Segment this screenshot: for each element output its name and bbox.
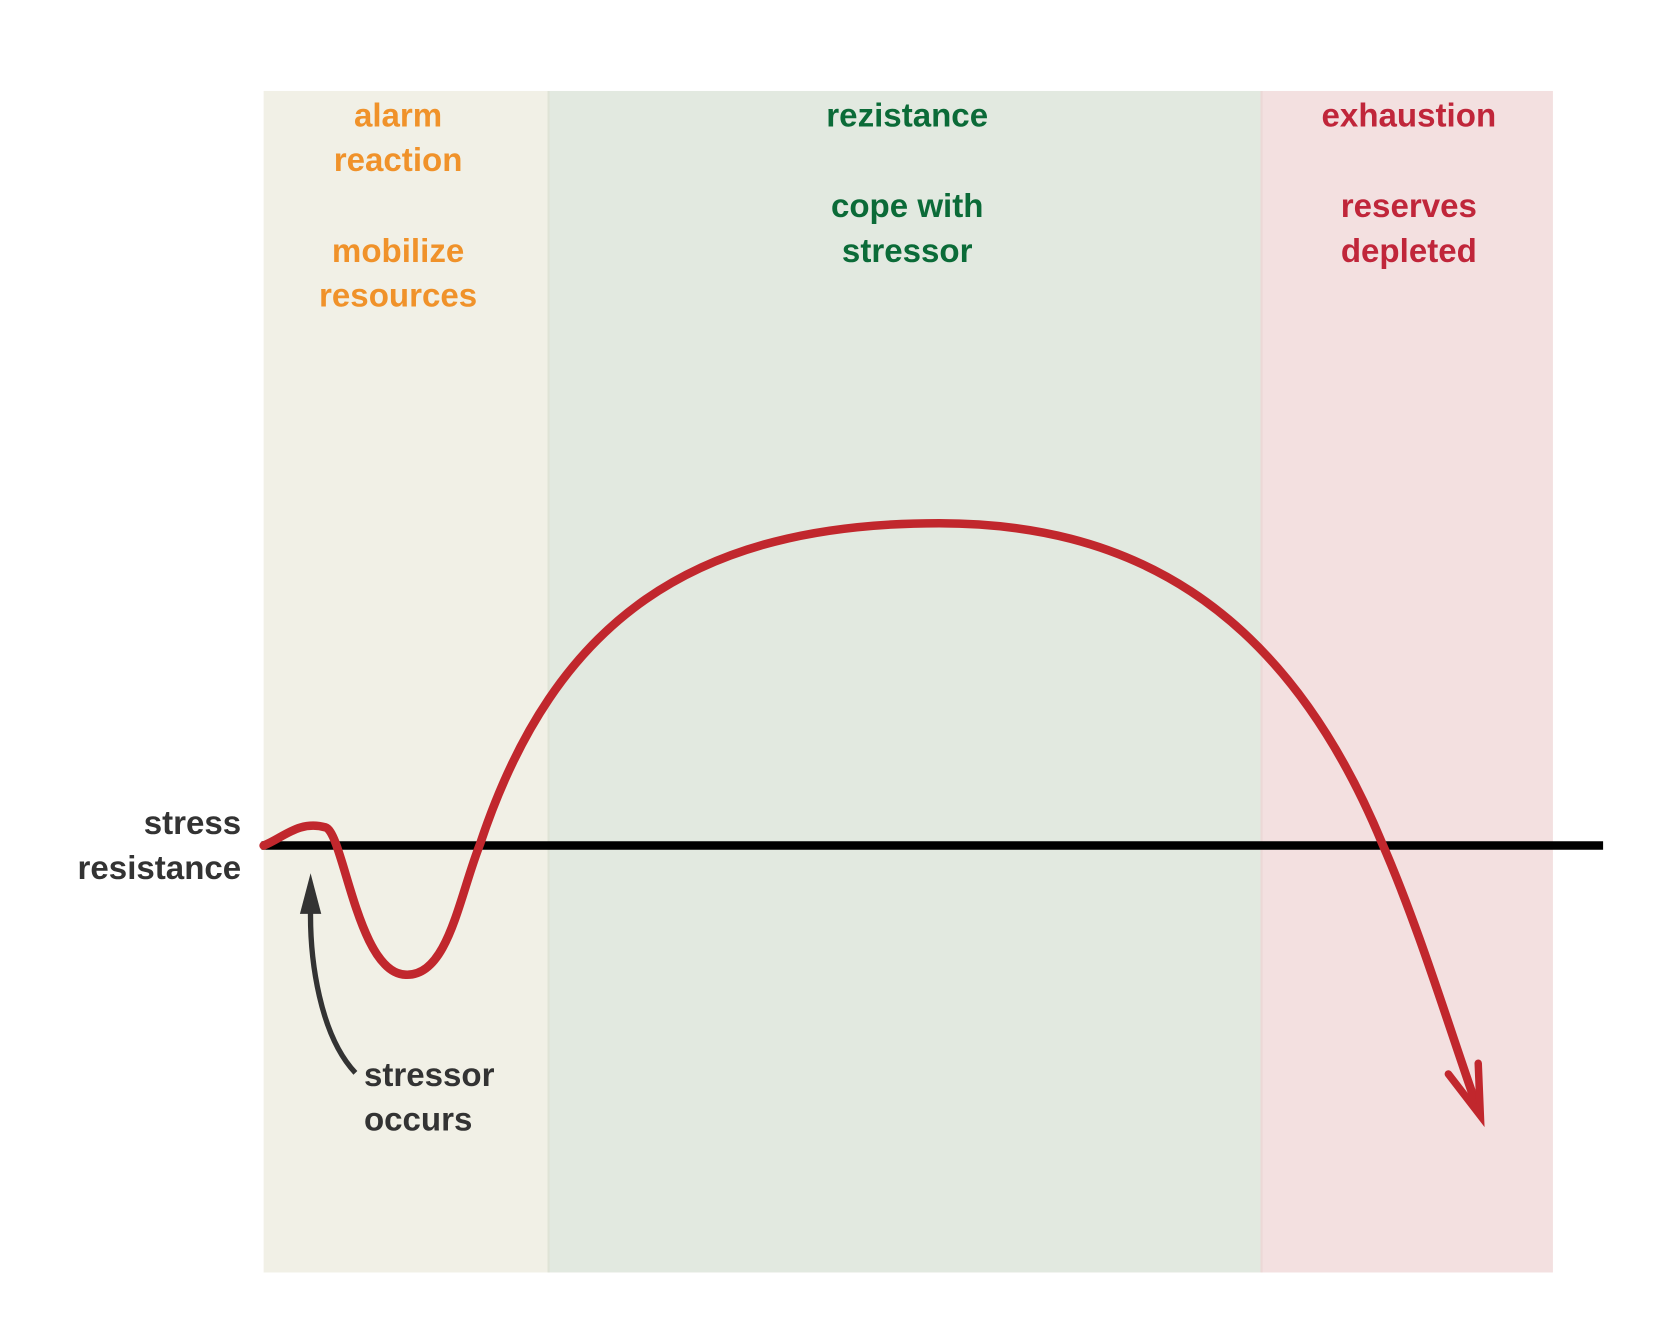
stressor-label: stressor occurs — [364, 1057, 495, 1139]
phase-description: reserves — [1341, 188, 1477, 225]
baseline-label: stress resistance — [78, 805, 242, 887]
phase-description: mobilize — [332, 233, 464, 270]
resistance-panel — [548, 90, 1262, 1273]
stressor-arrowhead — [299, 873, 322, 914]
alarm-panel — [263, 90, 549, 1273]
phase-description: depleted — [1341, 233, 1477, 270]
baseline-label-line: stress — [144, 805, 241, 842]
phase-title: reaction — [334, 142, 463, 179]
phase-description: stressor — [842, 233, 973, 270]
phase-title: exhaustion — [1322, 97, 1497, 134]
phase-description: resources — [319, 278, 477, 315]
stressor-label-line: stressor — [364, 1057, 495, 1094]
stressor-arrow — [307, 907, 358, 1075]
exhaustion-panel — [1261, 90, 1553, 1273]
exhaustion-text: exhaustion reserves depleted — [1322, 97, 1497, 270]
phase-title: rezistance — [826, 97, 988, 134]
curve-arrowhead — [1444, 1059, 1485, 1128]
stress-curve — [259, 518, 1483, 1115]
phase-description: cope with — [831, 188, 984, 225]
baseline-label-line: resistance — [78, 850, 242, 887]
phase-title: alarm — [354, 97, 442, 134]
resistance-text: rezistance cope with stressor — [826, 97, 988, 270]
alarm-text: alarm reaction mobilize resources — [319, 97, 477, 314]
stressor-label-line: occurs — [364, 1102, 472, 1139]
